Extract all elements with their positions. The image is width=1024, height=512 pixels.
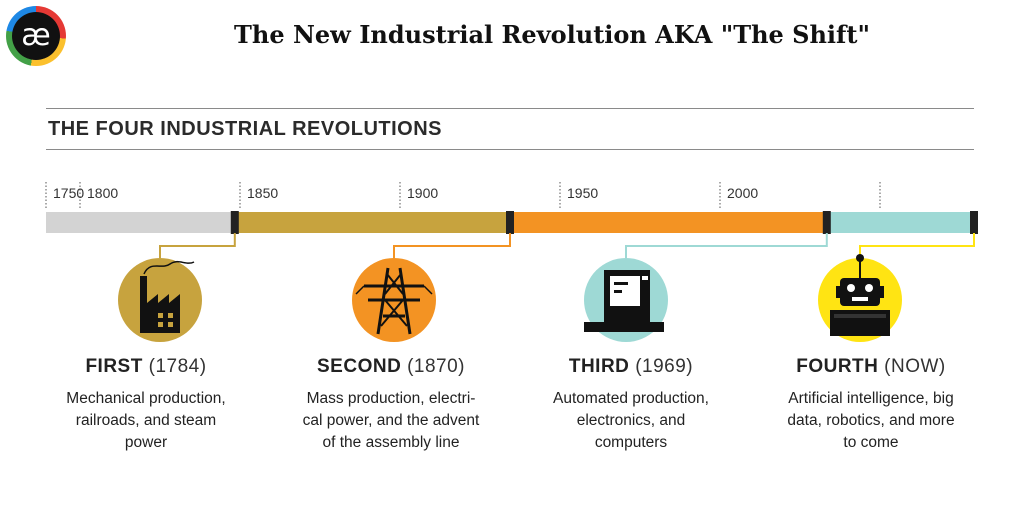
era-first-desc-line: Mechanical production,	[66, 390, 226, 407]
era-fourth-desc-line: to come	[843, 434, 899, 451]
era-third-ordinal: THIRD	[568, 356, 630, 377]
era-fourth-description: Artificial intelligence, big data, robot…	[771, 388, 971, 454]
page-title: The New Industrial Revolution AKA "The S…	[234, 20, 870, 49]
era-second-desc-line: of the assembly line	[322, 434, 460, 451]
era-second-desc-line: cal power, and the advent	[302, 412, 480, 429]
era-marker	[230, 211, 239, 234]
era-third-desc-line: computers	[594, 434, 668, 451]
era-icon-circle	[118, 258, 202, 342]
tick-label: 1950	[567, 185, 598, 201]
section-title: THE FOUR INDUSTRIAL REVOLUTIONS	[48, 118, 443, 140]
era-first-ordinal: FIRST	[85, 356, 143, 377]
era-third-description: Automated production, electronics, and c…	[531, 388, 731, 454]
era-second-description: Mass production, electri- cal power, and…	[291, 388, 491, 454]
timeline-connectors	[159, 233, 975, 258]
timeline-segment	[46, 212, 235, 233]
section-divider	[46, 149, 974, 150]
tick-label: 1800	[87, 185, 118, 201]
tick-label: 1850	[247, 185, 278, 201]
timeline-segment	[234, 212, 511, 233]
era-second-title: SECOND (1870)	[281, 356, 501, 378]
robot-icon	[830, 254, 890, 336]
era-second-year: (1870)	[407, 356, 465, 377]
era-fourth-desc-line: Artificial intelligence, big	[788, 390, 954, 407]
top-divider	[46, 108, 974, 109]
era-third-title: THIRD (1969)	[521, 356, 741, 378]
timeline-segment	[510, 212, 827, 233]
era-connector	[393, 233, 511, 258]
power-tower-icon	[355, 267, 433, 335]
factory-icon	[140, 260, 195, 333]
era-third-desc-line: electronics, and	[576, 412, 686, 429]
era-first-desc-line: power	[124, 434, 168, 451]
era-marker	[506, 211, 514, 234]
era-third-desc-line: Automated production,	[553, 390, 709, 407]
tick-label: 2000	[727, 185, 758, 201]
era-fourth-title: FOURTH (NOW)	[761, 356, 981, 378]
timeline-segment	[826, 212, 974, 233]
tick-label: 1750	[53, 185, 84, 201]
era-icons	[118, 254, 902, 342]
era-second-ordinal: SECOND	[317, 356, 402, 377]
era-first-title: FIRST (1784)	[36, 356, 256, 378]
computer-icon	[584, 270, 664, 332]
tick-label: 1900	[407, 185, 438, 201]
timeline-ticks: 1750 1800 1850 1900 1950 2000	[45, 182, 881, 210]
era-connector	[625, 233, 828, 258]
era-connector	[159, 233, 236, 258]
era-first-desc-line: railroads, and steam	[75, 412, 217, 429]
timeline-bar	[46, 211, 978, 234]
era-first-year: (1784)	[148, 356, 207, 377]
era-connector	[859, 233, 975, 258]
era-first-description: Mechanical production, railroads, and st…	[46, 388, 246, 454]
era-fourth-ordinal: FOURTH	[796, 356, 879, 377]
logo-mark: æ	[12, 12, 60, 60]
era-fourth-desc-line: data, robotics, and more	[787, 412, 955, 429]
logo: æ	[6, 6, 66, 66]
era-marker	[970, 211, 978, 234]
era-third-year: (1969)	[635, 356, 694, 377]
era-fourth-year: (NOW)	[884, 356, 946, 377]
era-marker	[822, 211, 831, 234]
era-second-desc-line: Mass production, electri-	[306, 390, 476, 407]
